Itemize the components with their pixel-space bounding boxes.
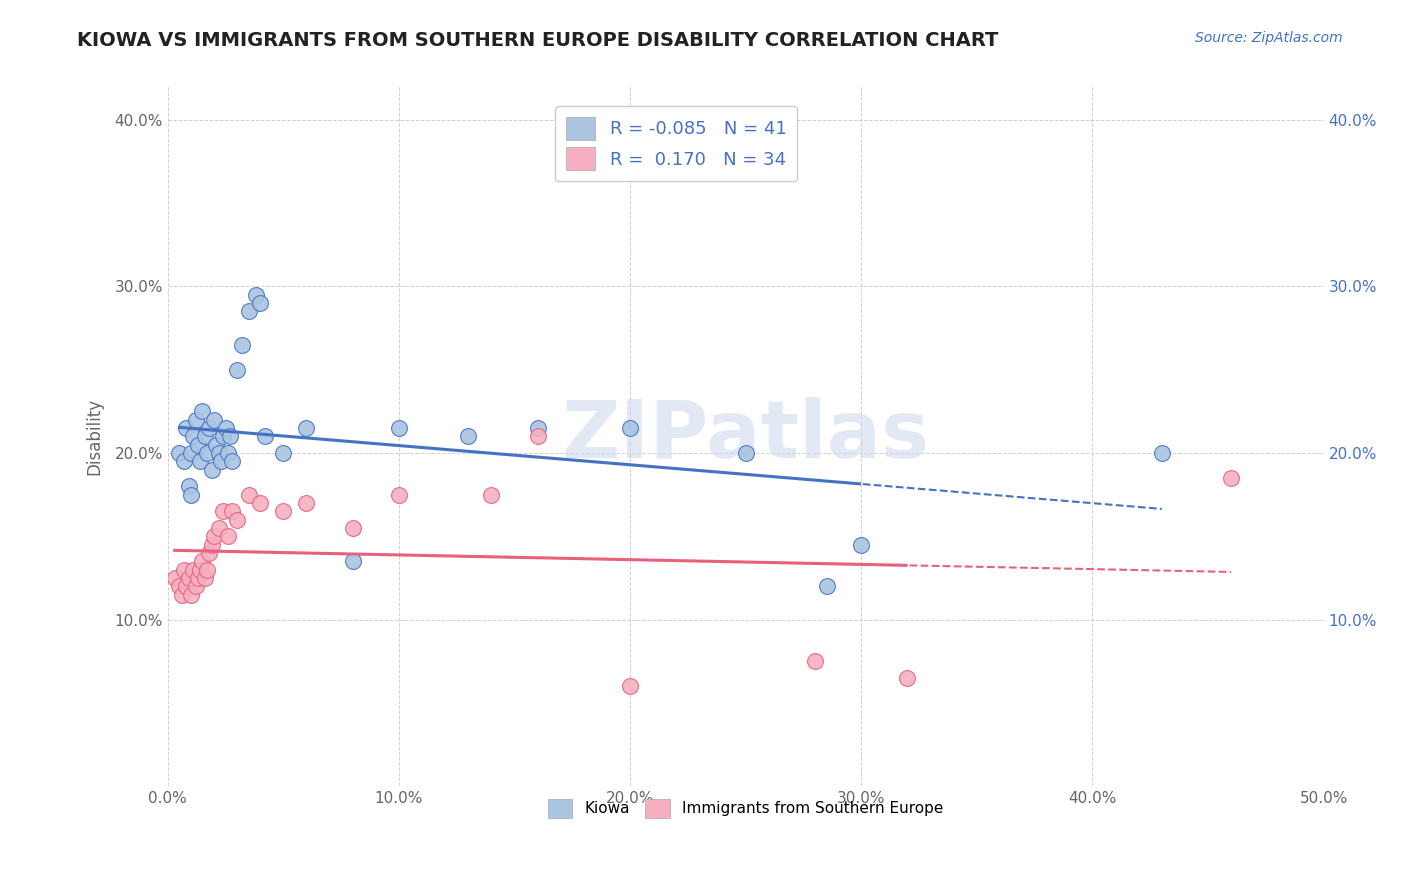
Point [212,429,235,443]
Point [851,538,873,552]
Point [226,513,249,527]
Point [253,429,276,443]
Point [217,529,239,543]
Point [177,571,200,585]
Point [219,429,242,443]
Point [184,413,207,427]
Point [295,496,318,510]
Point [194,429,217,443]
Point [1150,446,1173,460]
Point [191,404,214,418]
Point [526,429,548,443]
Point [388,421,411,435]
Y-axis label: Disability: Disability [86,398,103,475]
Point [896,671,918,685]
Point [202,529,225,543]
Point [221,504,243,518]
Point [191,554,214,568]
Point [181,563,204,577]
Point [481,488,503,502]
Point [170,588,193,602]
Point [619,680,641,694]
Point [734,446,756,460]
Point [207,446,229,460]
Point [198,421,221,435]
Point [202,413,225,427]
Point [173,563,195,577]
Point [207,521,229,535]
Point [209,454,232,468]
Point [198,546,221,560]
Point [180,588,202,602]
Point [201,463,224,477]
Point [217,446,239,460]
Point [195,446,218,460]
Point [180,446,202,460]
Point [194,571,217,585]
Point [181,429,204,443]
Point [205,438,228,452]
Point [201,538,224,552]
Point [174,579,197,593]
Point [214,421,236,435]
Point [526,421,548,435]
Point [388,488,411,502]
Point [619,421,641,435]
Point [457,429,479,443]
Point [238,488,260,502]
Point [221,454,243,468]
Point [342,521,364,535]
Point [273,446,295,460]
Point [238,304,260,318]
Point [342,554,364,568]
Legend: Kiowa, Immigrants from Southern Europe: Kiowa, Immigrants from Southern Europe [541,792,949,824]
Text: ZIPatlas: ZIPatlas [561,398,929,475]
Point [295,421,318,435]
Point [815,579,838,593]
Point [187,571,209,585]
Point [226,363,249,377]
Point [169,579,191,593]
Point [231,337,253,351]
Point [180,488,202,502]
Point [187,438,209,452]
Point [212,504,235,518]
Point [249,496,271,510]
Text: Source: ZipAtlas.com: Source: ZipAtlas.com [1195,31,1343,45]
Point [195,563,218,577]
Point [273,504,295,518]
Text: KIOWA VS IMMIGRANTS FROM SOUTHERN EUROPE DISABILITY CORRELATION CHART: KIOWA VS IMMIGRANTS FROM SOUTHERN EUROPE… [77,31,998,50]
Point [177,479,200,493]
Point [184,579,207,593]
Point [174,421,197,435]
Point [804,655,827,669]
Point [249,296,271,310]
Point [188,454,211,468]
Point [169,446,191,460]
Point [173,454,195,468]
Point [188,563,211,577]
Point [1220,471,1243,485]
Point [163,571,186,585]
Point [245,287,267,301]
